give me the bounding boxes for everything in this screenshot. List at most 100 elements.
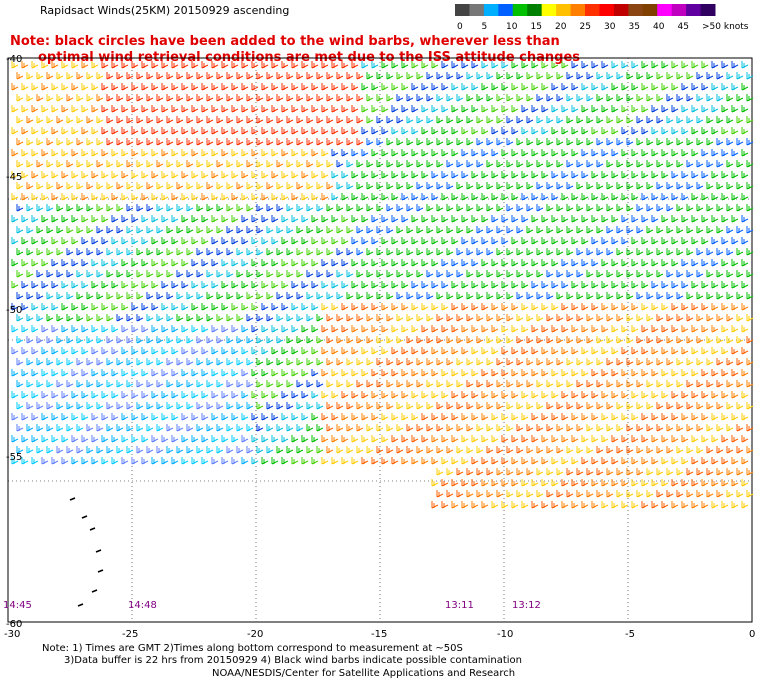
wind-barb bbox=[246, 380, 254, 388]
wind-barb bbox=[81, 61, 89, 69]
wind-barb bbox=[731, 347, 739, 355]
wind-barb bbox=[546, 468, 554, 476]
wind-barb bbox=[351, 325, 359, 333]
wind-barb bbox=[626, 226, 634, 234]
wind-barb bbox=[431, 149, 439, 157]
wind-barb bbox=[136, 226, 144, 234]
wind-barb bbox=[656, 182, 664, 190]
wind-barb bbox=[111, 105, 119, 113]
wind-barb bbox=[656, 94, 664, 102]
wind-barb bbox=[561, 281, 569, 289]
wind-barb bbox=[336, 116, 344, 124]
wind-barb bbox=[316, 380, 324, 388]
wind-barb bbox=[131, 215, 139, 223]
wind-barb bbox=[346, 72, 354, 80]
wind-barb bbox=[136, 94, 144, 102]
wind-barb bbox=[616, 204, 624, 212]
wind-barb bbox=[706, 138, 714, 146]
wind-barb bbox=[41, 171, 49, 179]
wind-barb bbox=[26, 292, 34, 300]
wind-barb bbox=[31, 347, 39, 355]
wind-barb bbox=[526, 226, 534, 234]
wind-barb bbox=[341, 457, 349, 465]
wind-barb bbox=[191, 303, 199, 311]
wind-barb bbox=[511, 501, 519, 509]
wind-barb bbox=[696, 116, 704, 124]
wind-barb bbox=[551, 259, 559, 267]
wind-barb bbox=[411, 193, 419, 201]
wind-barb bbox=[661, 303, 669, 311]
wind-barb bbox=[576, 72, 584, 80]
wind-barb bbox=[36, 248, 44, 256]
wind-barb bbox=[301, 259, 309, 267]
footer-credit: NOAA/NESDIS/Center for Satellite Applica… bbox=[212, 668, 516, 679]
wind-barb bbox=[221, 105, 229, 113]
wind-barb bbox=[166, 336, 174, 344]
wind-barb bbox=[466, 116, 474, 124]
wind-barb bbox=[696, 182, 704, 190]
wind-barb bbox=[281, 237, 289, 245]
wind-barb bbox=[566, 446, 574, 454]
wind-barb bbox=[681, 149, 689, 157]
wind-barb bbox=[526, 292, 534, 300]
wind-barb bbox=[81, 171, 89, 179]
wind-barb bbox=[606, 292, 614, 300]
wind-barb bbox=[96, 72, 104, 80]
wind-barb bbox=[276, 182, 284, 190]
wind-barb bbox=[61, 281, 69, 289]
wind-barb bbox=[711, 347, 719, 355]
wind-barb bbox=[421, 413, 429, 421]
wind-barb bbox=[301, 83, 309, 91]
wind-barb bbox=[111, 127, 119, 135]
wind-barb bbox=[476, 160, 484, 168]
wind-barb bbox=[161, 127, 169, 135]
wind-barb bbox=[496, 138, 504, 146]
wind-barb bbox=[351, 193, 359, 201]
wind-barb bbox=[601, 413, 609, 421]
wind-barb bbox=[441, 479, 449, 487]
wind-barb bbox=[666, 182, 674, 190]
wind-barb bbox=[196, 204, 204, 212]
wind-barb bbox=[426, 336, 434, 344]
wind-barb bbox=[21, 127, 29, 135]
wind-barb bbox=[156, 402, 164, 410]
wind-barb bbox=[611, 325, 619, 333]
wind-barb bbox=[471, 215, 479, 223]
wind-barb bbox=[421, 435, 429, 443]
wind-barb bbox=[206, 72, 214, 80]
wind-barb bbox=[306, 270, 314, 278]
lat-label-45: -45 bbox=[6, 172, 23, 183]
wind-barb bbox=[416, 248, 424, 256]
wind-barb bbox=[666, 336, 674, 344]
wind-barb bbox=[496, 446, 504, 454]
wind-barb bbox=[346, 314, 354, 322]
wind-barb bbox=[456, 116, 464, 124]
wind-barb bbox=[706, 468, 714, 476]
legend-swatch bbox=[556, 4, 572, 16]
wind-barb bbox=[431, 193, 439, 201]
wind-barb bbox=[711, 215, 719, 223]
wind-barb bbox=[606, 94, 614, 102]
wind-barb bbox=[536, 226, 544, 234]
wind-barb bbox=[206, 226, 214, 234]
wind-barb bbox=[651, 171, 659, 179]
wind-barb bbox=[321, 237, 329, 245]
wind-barb bbox=[141, 369, 149, 377]
wind-barb bbox=[101, 149, 109, 157]
wind-barb bbox=[491, 501, 499, 509]
wind-barb bbox=[336, 292, 344, 300]
wind-barb bbox=[671, 501, 679, 509]
wind-barb bbox=[501, 391, 509, 399]
wind-barb bbox=[691, 149, 699, 157]
wind-barb bbox=[701, 303, 709, 311]
wind-barb bbox=[351, 435, 359, 443]
wind-barb bbox=[396, 138, 404, 146]
wind-barb bbox=[476, 116, 484, 124]
wind-barb bbox=[641, 171, 649, 179]
wind-barb bbox=[376, 336, 384, 344]
wind-barb bbox=[266, 116, 274, 124]
wind-barb bbox=[51, 105, 59, 113]
wind-barb bbox=[491, 193, 499, 201]
wind-barb bbox=[506, 72, 514, 80]
wind-barb bbox=[411, 127, 419, 135]
